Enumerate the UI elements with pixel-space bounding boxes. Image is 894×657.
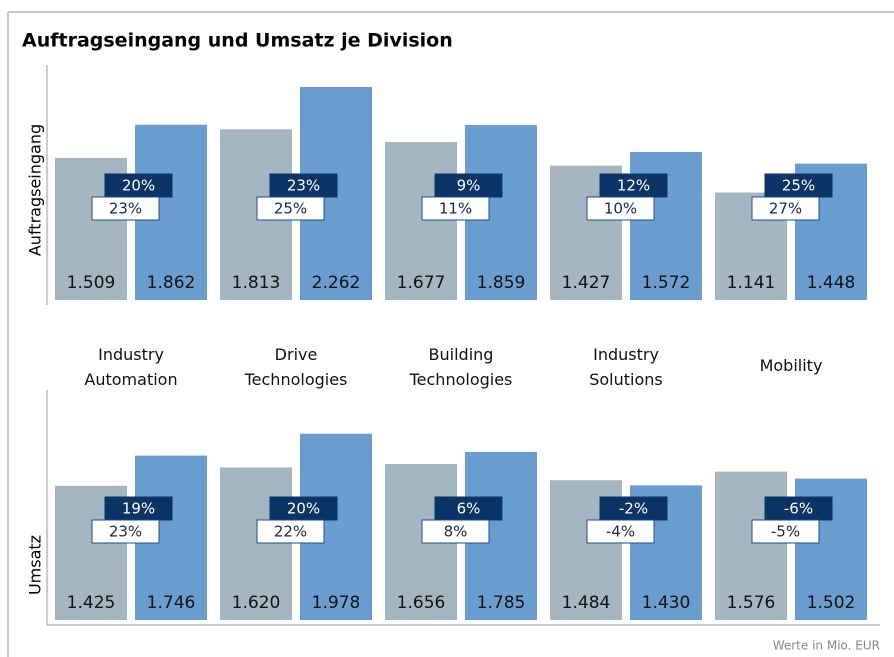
value-label: 1.484 <box>562 593 611 613</box>
value-label: 1.859 <box>477 273 526 293</box>
growth-label: -6% <box>784 500 813 518</box>
growth-label: 20% <box>287 500 320 518</box>
category-label: Building Technologies <box>409 345 513 389</box>
growth-badge <box>421 519 490 544</box>
value-label: 1.502 <box>807 593 856 613</box>
value-label: 1.576 <box>727 593 776 613</box>
note: Werte in Mio. EUR <box>773 639 880 653</box>
category-label: Industry Automation <box>84 345 177 389</box>
growth-badge <box>256 519 325 544</box>
growth-label: 25% <box>274 200 307 218</box>
value-label: 1.572 <box>642 273 691 293</box>
y-axis-label: Umsatz <box>26 535 45 595</box>
growth-label: 8% <box>444 523 468 541</box>
growth-label: 12% <box>617 177 650 195</box>
category-label: Mobility <box>760 356 823 375</box>
value-label: 1.677 <box>397 273 446 293</box>
value-label: 1.785 <box>477 593 526 613</box>
chart-title: Auftragseingang und Umsatz je Division <box>22 30 453 52</box>
value-label: 1.656 <box>397 593 446 613</box>
value-label: 1.813 <box>232 273 281 293</box>
value-label: 2.262 <box>312 273 361 293</box>
bar <box>385 142 457 300</box>
growth-label: 23% <box>109 523 142 541</box>
growth-label: -2% <box>619 500 648 518</box>
growth-label: 10% <box>604 200 637 218</box>
value-label: 1.862 <box>147 273 196 293</box>
growth-label: -4% <box>606 523 635 541</box>
growth-label: 20% <box>122 177 155 195</box>
value-label: 1.430 <box>642 593 691 613</box>
growth-label: 23% <box>109 200 142 218</box>
category-label: Drive Technologies <box>244 345 348 389</box>
value-label: 1.978 <box>312 593 361 613</box>
value-label: 1.746 <box>147 593 196 613</box>
bar <box>220 467 292 620</box>
growth-badge <box>751 196 820 221</box>
growth-badge <box>256 196 325 221</box>
value-label: 1.141 <box>727 273 776 293</box>
value-label: 1.448 <box>807 273 856 293</box>
value-label: 1.509 <box>67 273 116 293</box>
growth-label: -5% <box>771 523 800 541</box>
value-label: 1.425 <box>67 593 116 613</box>
category-label: Industry Solutions <box>589 345 663 389</box>
growth-label: 9% <box>457 177 481 195</box>
growth-badge <box>586 196 655 221</box>
growth-badge <box>421 196 490 221</box>
growth-badge <box>751 519 820 544</box>
growth-label: 22% <box>274 523 307 541</box>
growth-badge <box>91 196 160 221</box>
value-label: 1.427 <box>562 273 611 293</box>
value-label: 1.620 <box>232 593 281 613</box>
growth-label: 19% <box>122 500 155 518</box>
growth-label: 27% <box>769 200 802 218</box>
y-axis-label: Auftragseingang <box>26 124 45 256</box>
growth-badge <box>91 519 160 544</box>
growth-badge <box>586 519 655 544</box>
growth-label: 23% <box>287 177 320 195</box>
bar <box>715 471 787 620</box>
growth-label: 11% <box>439 200 472 218</box>
growth-label: 6% <box>457 500 481 518</box>
growth-label: 25% <box>782 177 815 195</box>
